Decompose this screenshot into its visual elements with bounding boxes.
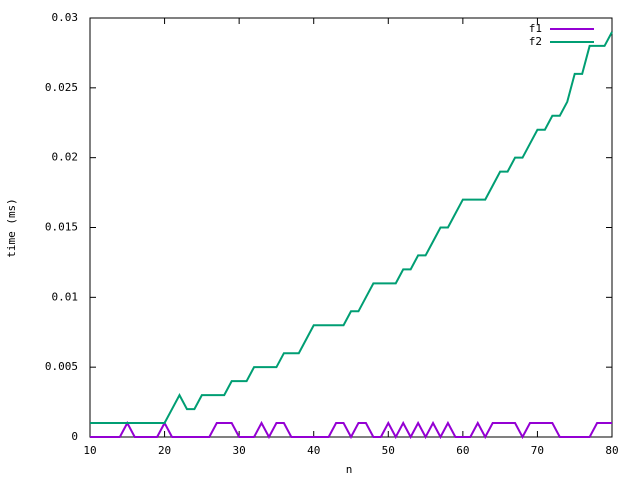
x-tick-label: 60 <box>456 444 469 457</box>
y-tick-label: 0.015 <box>45 221 78 234</box>
y-tick-label: 0.03 <box>52 11 79 24</box>
x-axis-label: n <box>346 463 353 476</box>
y-axis-label: time (ms) <box>5 198 18 258</box>
x-tick-label: 40 <box>307 444 320 457</box>
x-tick-label: 10 <box>83 444 96 457</box>
x-tick-label: 30 <box>233 444 246 457</box>
y-tick-label: 0.005 <box>45 360 78 373</box>
line-series <box>90 420 612 440</box>
legend-label: f2 <box>529 35 542 48</box>
y-tick-label: 0.01 <box>52 290 79 303</box>
x-tick-label: 20 <box>158 444 171 457</box>
y-tick-label: 0.025 <box>45 81 78 94</box>
x-tick-label: 50 <box>382 444 395 457</box>
line-series <box>90 31 613 425</box>
y-tick-label: 0.02 <box>52 151 79 164</box>
plot-border <box>89 17 613 438</box>
x-tick-label: 80 <box>605 444 618 457</box>
y-tick-label: 0 <box>71 430 78 443</box>
legend-label: f1 <box>529 22 542 35</box>
x-tick-label: 70 <box>531 444 544 457</box>
